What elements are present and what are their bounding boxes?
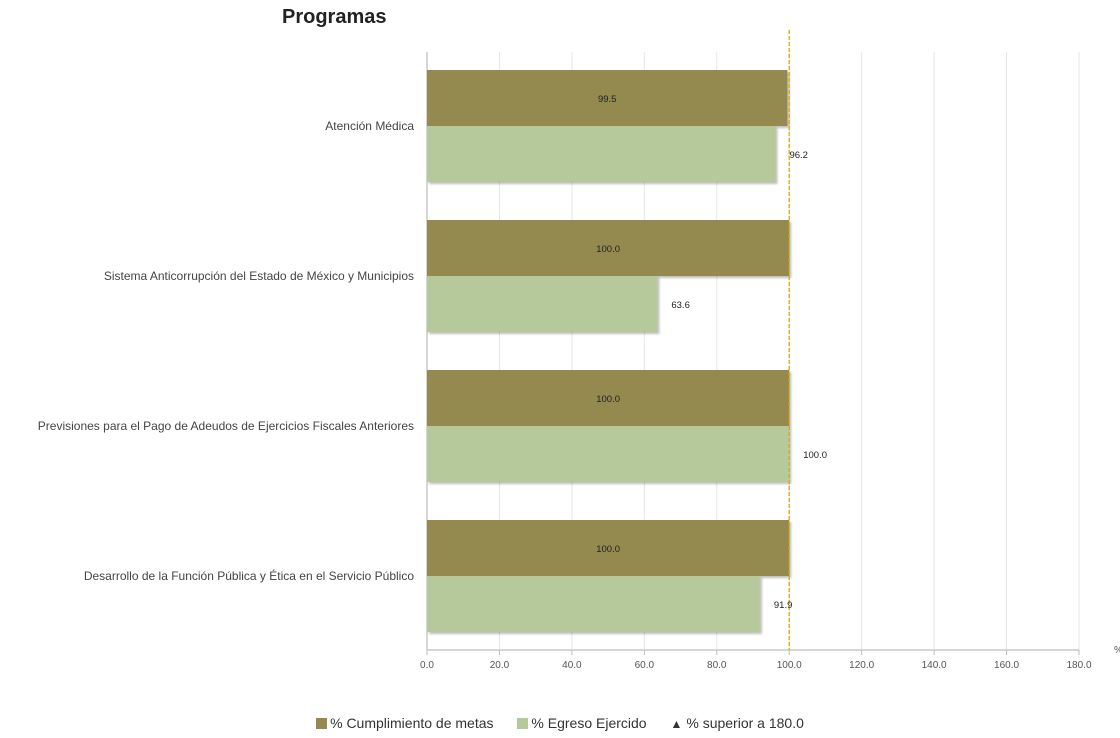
legend-item-egreso: % Egreso Ejercido: [517, 715, 647, 731]
bar-egreso: [427, 276, 658, 332]
data-label-cumplimiento: 100.0: [596, 544, 620, 555]
triangle-icon: ▲: [670, 717, 683, 731]
bar-cumplimiento: [427, 220, 790, 276]
bar-cumplimiento: [427, 370, 790, 426]
x-unit-label: %: [1114, 645, 1120, 656]
category-label: Sistema Anticorrupción del Estado de Méx…: [104, 269, 414, 283]
data-label-cumplimiento: 100.0: [596, 244, 620, 255]
legend-label-egreso: % Egreso Ejercido: [531, 715, 647, 731]
category-label: Desarrollo de la Función Pública y Ética…: [84, 568, 414, 583]
legend-label-cumplimiento: % Cumplimiento de metas: [330, 715, 494, 731]
legend-item-cumplimiento: % Cumplimiento de metas: [316, 715, 494, 731]
x-tick-label: 120.0: [849, 660, 874, 671]
data-label-cumplimiento: 100.0: [596, 394, 620, 405]
legend-swatch-cumplimiento: [316, 718, 328, 729]
data-label-egreso: 63.6: [671, 300, 690, 311]
legend-label-superior: % superior a 180.0: [686, 715, 804, 731]
data-label-egreso: 96.2: [789, 150, 808, 161]
x-tick-label: 140.0: [922, 660, 947, 671]
chart-plot: 0.0 20.0 40.0 60.0 80.0 100.0 120.0 140.0 160.0 1…: [38, 30, 1120, 671]
legend-swatch-egreso: [517, 718, 529, 729]
category-label: Previsiones para el Pago de Adeudos de E…: [38, 419, 414, 433]
data-label-cumplimiento: 99.5: [598, 94, 617, 105]
x-tick-label: 80.0: [707, 660, 727, 671]
x-tick-label: 20.0: [490, 660, 510, 671]
bar-cumplimiento: [427, 520, 790, 576]
legend-item-superior: ▲% superior a 180.0: [670, 715, 803, 731]
labels: 0.0 20.0 40.0 60.0 80.0 100.0 120.0 140.0 160.0 1…: [38, 94, 1120, 671]
chart-title: Programas: [282, 6, 387, 28]
legend: % Cumplimiento de metas % Egreso Ejercid…: [0, 715, 1120, 731]
data-label-egreso: 91.9: [774, 600, 793, 611]
bar-egreso: [427, 426, 790, 482]
x-tick-label: 180.0: [1066, 660, 1091, 671]
category-label: Atención Médica: [325, 119, 414, 133]
data-label-egreso: 100.0: [803, 450, 827, 461]
x-tick-label: 40.0: [562, 660, 582, 671]
bars: [427, 70, 790, 632]
x-tick-label: 160.0: [994, 660, 1019, 671]
x-tick-label: 0.0: [420, 660, 434, 671]
bar-egreso: [427, 576, 760, 632]
x-tick-label: 60.0: [635, 660, 655, 671]
bar-cumplimiento: [427, 70, 788, 126]
x-tick-label: 100.0: [777, 660, 802, 671]
bar-egreso: [427, 126, 776, 182]
